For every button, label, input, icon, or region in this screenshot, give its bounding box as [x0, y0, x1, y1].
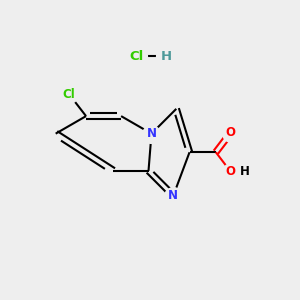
Text: N: N [146, 127, 157, 140]
Text: Cl: Cl [130, 50, 144, 63]
Text: H: H [240, 165, 250, 178]
Text: O: O [226, 126, 236, 140]
Text: O: O [226, 165, 236, 178]
Text: N: N [168, 189, 178, 202]
Text: Cl: Cl [63, 88, 76, 101]
Text: H: H [161, 50, 172, 63]
